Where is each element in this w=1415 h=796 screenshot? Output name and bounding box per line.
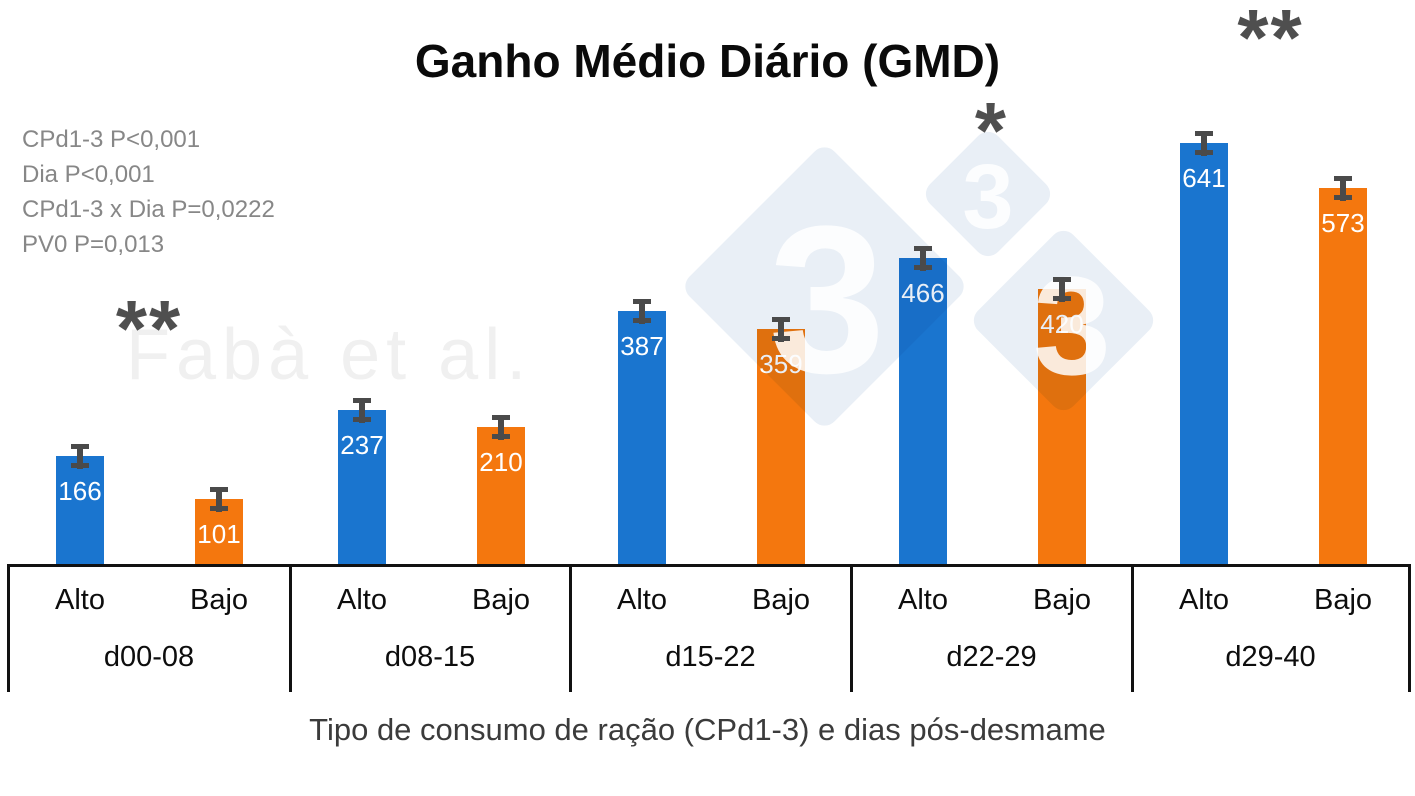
bar-value-label: 101 bbox=[197, 519, 241, 549]
error-bar-stem bbox=[1340, 176, 1346, 201]
error-bar-alto-d00-08 bbox=[71, 444, 89, 469]
logo-digit-3: 3 bbox=[1033, 247, 1111, 404]
tick-label-alto-d15-22: Alto bbox=[617, 584, 667, 616]
significance-asterisk-d29-40: ** bbox=[1237, 0, 1304, 82]
tick-label-bajo-d15-22: Bajo bbox=[751, 584, 811, 616]
error-bar-cap-top bbox=[633, 299, 651, 304]
error-bar-cap-top bbox=[492, 415, 510, 420]
group-divider-4 bbox=[1130, 564, 1134, 692]
error-bar-bajo-d15-22 bbox=[772, 317, 790, 342]
bar-alto-d29-40: 641 bbox=[1180, 143, 1228, 566]
error-bar-stem bbox=[639, 299, 645, 324]
x-axis-title: Tipo de consumo de ração (CPd1-3) e dias… bbox=[309, 712, 1106, 747]
bar-value-label: 210 bbox=[479, 447, 523, 477]
error-bar-cap-top bbox=[1053, 277, 1071, 282]
error-bar-cap-top bbox=[914, 246, 932, 251]
error-bar-bajo-d22-29 bbox=[1053, 277, 1071, 302]
group-divider-3 bbox=[849, 564, 853, 692]
error-bar-alto-d08-15 bbox=[353, 398, 371, 423]
error-bar-stem bbox=[359, 398, 365, 423]
error-bar-stem bbox=[1201, 131, 1207, 156]
tick-label-alto-d08-15: Alto bbox=[337, 584, 387, 616]
error-bar-cap-top bbox=[772, 317, 790, 322]
error-bar-stem bbox=[77, 444, 83, 469]
watermark-author-text: Fabà et al. bbox=[126, 315, 533, 395]
axis-baseline bbox=[6, 564, 1411, 567]
stats-line-cpd: CPd1-3 P<0,001 bbox=[22, 126, 201, 153]
error-bar-stem bbox=[216, 487, 222, 512]
bar-bajo-d08-15: 210 bbox=[477, 427, 525, 566]
bar-value-label: 573 bbox=[1321, 208, 1365, 238]
bar-value-label: 237 bbox=[340, 430, 384, 460]
bar-value-label: 641 bbox=[1182, 163, 1226, 193]
significance-asterisk-d22-29: * bbox=[974, 86, 1009, 175]
tick-label-bajo-d08-15: Bajo bbox=[471, 584, 531, 616]
error-bar-stem bbox=[778, 317, 784, 342]
tick-label-alto-d22-29: Alto bbox=[898, 584, 948, 616]
tick-label-alto-d29-40: Alto bbox=[1179, 584, 1229, 616]
error-bar-alto-d15-22 bbox=[633, 299, 651, 324]
error-bar-bajo-d29-40 bbox=[1334, 176, 1352, 201]
error-bar-cap-top bbox=[1334, 176, 1352, 181]
significance-asterisk-d00-08: ** bbox=[115, 284, 183, 373]
group-divider-2 bbox=[568, 564, 572, 692]
error-bar-cap-bottom bbox=[210, 506, 228, 511]
tick-label-bajo-d00-08: Bajo bbox=[189, 584, 249, 616]
stats-line-dia: Dia P<0,001 bbox=[22, 161, 155, 188]
stats-block: CPd1-3 P<0,001 Dia P<0,001 CPd1-3 x Dia … bbox=[22, 122, 275, 262]
error-bar-bajo-d08-15 bbox=[492, 415, 510, 440]
error-bar-stem bbox=[498, 415, 504, 440]
error-bar-cap-bottom bbox=[71, 463, 89, 468]
error-bar-cap-bottom bbox=[1195, 150, 1213, 155]
error-bar-alto-d22-29 bbox=[914, 246, 932, 271]
bar-value-label: 166 bbox=[58, 476, 102, 506]
bar-alto-d15-22: 387 bbox=[618, 311, 666, 566]
error-bar-cap-top bbox=[1195, 131, 1213, 136]
error-bar-cap-bottom bbox=[772, 336, 790, 341]
group-divider-1 bbox=[288, 564, 292, 692]
error-bar-cap-top bbox=[353, 398, 371, 403]
chart-title: Ganho Médio Diário (GMD) bbox=[414, 35, 1001, 87]
tick-label-bajo-d22-29: Bajo bbox=[1032, 584, 1092, 616]
tick-label-bajo-d29-40: Bajo bbox=[1313, 584, 1373, 616]
bar-alto-d08-15: 237 bbox=[338, 410, 386, 566]
category-label-d00-08: d00-08 bbox=[103, 641, 195, 673]
category-label-d29-40: d29-40 bbox=[1225, 641, 1316, 673]
bar-value-label: 387 bbox=[620, 331, 664, 361]
error-bar-bajo-d00-08 bbox=[210, 487, 228, 512]
error-bar-cap-bottom bbox=[914, 265, 932, 270]
error-bar-cap-bottom bbox=[492, 434, 510, 439]
category-label-d08-15: d08-15 bbox=[384, 641, 476, 673]
tick-label-alto-d00-08: Alto bbox=[55, 584, 105, 616]
error-bar-stem bbox=[920, 246, 926, 271]
error-bar-cap-bottom bbox=[1334, 195, 1352, 200]
stats-line-pv0: PV0 P=0,013 bbox=[22, 231, 165, 258]
stats-line-interaction: CPd1-3 x Dia P=0,0222 bbox=[22, 196, 275, 223]
logo-digit-1: 3 bbox=[768, 182, 886, 417]
axis-left-border bbox=[6, 564, 10, 692]
error-bar-cap-top bbox=[210, 487, 228, 492]
category-label-d22-29: d22-29 bbox=[946, 641, 1037, 673]
axis-right-border bbox=[1407, 564, 1411, 692]
error-bar-cap-bottom bbox=[633, 318, 651, 323]
bar-alto-d00-08: 166 bbox=[56, 456, 104, 566]
logo-digit-2: 3 bbox=[962, 146, 1014, 248]
category-label-d15-22: d15-22 bbox=[665, 641, 756, 673]
error-bar-stem bbox=[1059, 277, 1065, 302]
error-bar-alto-d29-40 bbox=[1195, 131, 1213, 156]
error-bar-cap-top bbox=[71, 444, 89, 449]
error-bar-cap-bottom bbox=[353, 417, 371, 422]
bar-bajo-d29-40: 573 bbox=[1319, 188, 1367, 566]
bar-bajo-d00-08: 101 bbox=[195, 499, 243, 566]
error-bar-cap-bottom bbox=[1053, 296, 1071, 301]
